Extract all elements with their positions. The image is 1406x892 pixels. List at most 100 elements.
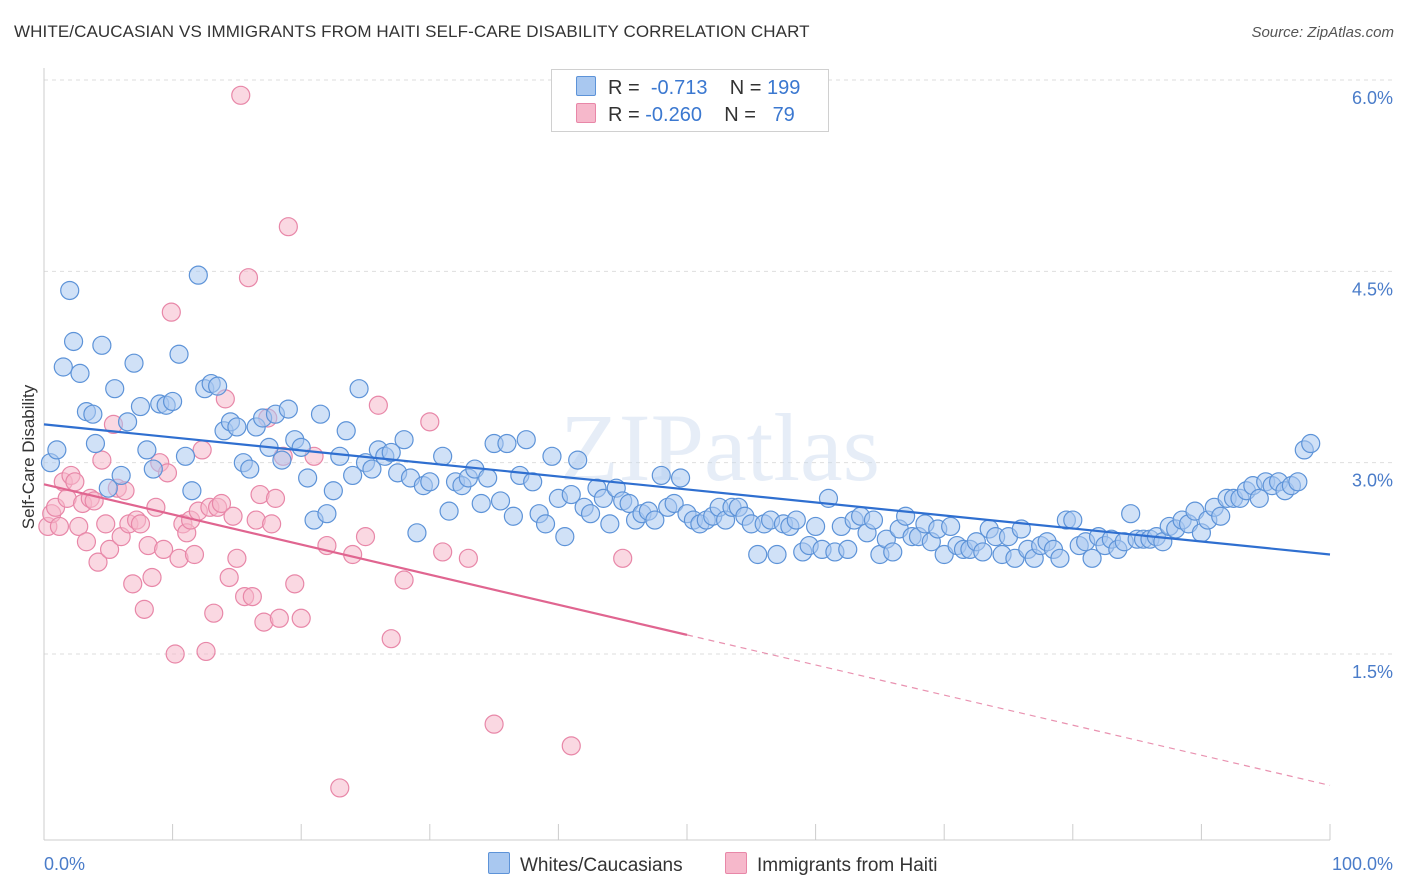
haiti-point-48 [223, 506, 243, 526]
white-point-86 [593, 488, 614, 508]
haiti-point-38 [184, 544, 205, 565]
haiti-point-43 [204, 603, 224, 623]
white-point-140 [941, 516, 961, 537]
white-point-13 [117, 412, 138, 432]
white-point-71 [497, 433, 517, 454]
haiti-point-15 [96, 514, 116, 534]
haiti-point-28 [146, 497, 166, 517]
white-point-72 [503, 506, 523, 526]
white-point-11 [105, 379, 125, 399]
haiti-point-52 [238, 268, 259, 288]
haiti-point-13 [88, 552, 108, 572]
haiti-point-72 [394, 570, 414, 590]
white-point-78 [542, 446, 562, 466]
haiti-point-73 [420, 412, 440, 432]
white-point-68 [478, 468, 498, 488]
bottom-legend-label-white: Whites/Caucasians [520, 855, 683, 876]
haiti-point-76 [484, 714, 504, 734]
haiti-point-64 [291, 608, 311, 628]
white-point-61 [433, 446, 453, 466]
white-point-49 [349, 379, 369, 399]
haiti-point-33 [165, 644, 185, 664]
grid-lines [44, 79, 1393, 655]
y-tick-label-3: 6.0% [1352, 88, 1393, 108]
haiti-trend-line [43, 483, 688, 636]
legend-r-label: R = [608, 104, 640, 126]
white-point-60 [420, 472, 440, 492]
white-point-17 [143, 459, 163, 479]
white-point-16 [137, 440, 157, 460]
haiti-point-14 [92, 450, 112, 470]
white-point-194 [1288, 472, 1308, 492]
haiti-point-70 [368, 395, 388, 415]
legend-n-label: N = [724, 104, 756, 126]
white-point-80 [555, 527, 575, 547]
haiti-point-78 [613, 548, 633, 568]
x-tick-label-max: 100.0% [1332, 854, 1393, 874]
white-point-23 [182, 481, 202, 501]
legend-r-value-haiti: -0.260 [645, 104, 702, 126]
haiti-point-3 [49, 516, 70, 537]
white-point-145 [973, 542, 993, 562]
bottom-legend-swatch-white [488, 852, 510, 874]
white-point-162 [1082, 548, 1102, 568]
white-point-30 [227, 417, 247, 437]
haiti-point-45 [211, 493, 232, 514]
white-point-196 [1301, 433, 1321, 454]
white-point-81 [561, 484, 581, 505]
haiti-point-59 [265, 488, 286, 508]
white-point-44 [317, 504, 337, 524]
y-tick-label-2: 4.5% [1352, 279, 1393, 299]
white-point-4 [63, 331, 84, 352]
haiti-point-77 [561, 736, 581, 756]
haiti-point-69 [355, 527, 376, 547]
y-tick-labels: 1.5% 3.0% 4.5% 6.0% [1352, 88, 1393, 682]
white-point-12 [111, 465, 131, 486]
haiti-point-62 [278, 217, 298, 237]
white-point-56 [394, 430, 414, 450]
haiti-point-16 [99, 539, 120, 560]
haiti-point-49 [227, 548, 247, 568]
bottom-legend-label-haiti: Immigrants from Haiti [757, 855, 938, 876]
white-point-8 [85, 433, 106, 454]
white-point-90 [619, 493, 639, 514]
white-point-97 [664, 493, 684, 514]
white-point-43 [310, 404, 331, 424]
white-point-21 [169, 344, 189, 364]
y-axis-label: Self-Care Disability [19, 384, 38, 529]
white-point-41 [298, 468, 318, 488]
haiti-point-58 [262, 514, 282, 534]
white-point-51 [362, 459, 382, 479]
haiti-trend-line-extension [686, 634, 1331, 786]
stats-legend: R = -0.713 N = 199 R = -0.260 N = 79 [551, 69, 829, 132]
haiti-point-50 [231, 85, 251, 105]
source-label: Source: ZipAtlas.com [1251, 24, 1394, 41]
white-point-20 [163, 391, 183, 412]
legend-r-value-white: -0.713 [650, 77, 708, 99]
legend-swatch-haiti [576, 103, 596, 123]
x-tick-label-min: 0.0% [44, 854, 85, 874]
legend-r-label: R = [608, 77, 640, 99]
haiti-point-32 [161, 302, 181, 322]
legend-n-value-white: 199 [767, 77, 801, 99]
white-points [40, 265, 1321, 568]
white-point-131 [883, 542, 903, 562]
white-point-58 [407, 523, 427, 543]
white-point-182 [1211, 506, 1231, 526]
white-point-47 [336, 421, 356, 441]
white-point-87 [600, 514, 620, 534]
axes [43, 68, 1331, 841]
white-point-110 [748, 544, 768, 565]
white-point-95 [651, 465, 671, 486]
white-trend-line [43, 423, 1331, 556]
bottom-legend-swatch-haiti [725, 852, 747, 874]
white-point-159 [1063, 510, 1083, 530]
haiti-point-67 [330, 778, 350, 798]
white-point-9 [92, 335, 112, 355]
white-point-14 [124, 353, 144, 373]
haiti-point-63 [285, 574, 305, 594]
white-point-157 [1050, 548, 1070, 568]
legend-row-haiti: R = -0.260 N = 79 [576, 103, 795, 126]
white-point-38 [278, 399, 298, 419]
